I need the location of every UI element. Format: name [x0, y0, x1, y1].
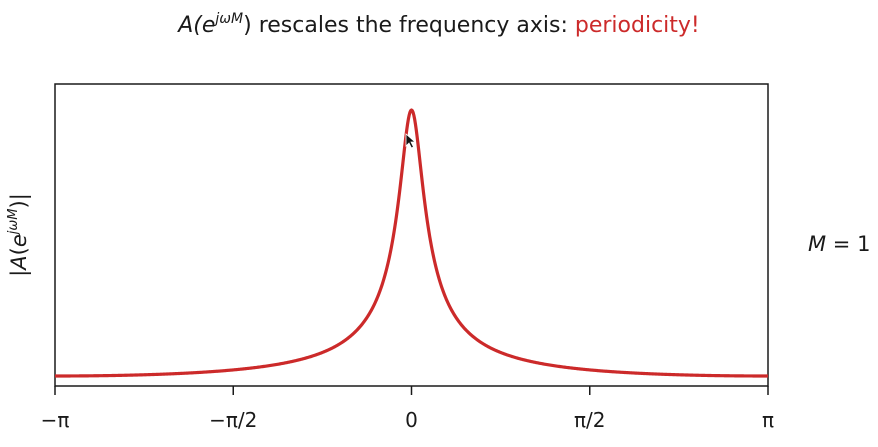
x-tick-label: −π/2 [209, 408, 257, 432]
plot-frame [54, 83, 769, 387]
x-tick-label: π [762, 408, 774, 432]
ylabel-base: A [7, 255, 31, 271]
m-equals: = [826, 232, 858, 256]
ylabel-exponent: jωM [6, 208, 21, 236]
x-axis-ticks: −π −π/2 0 π/2 π [41, 386, 774, 432]
slide-title: A(ejωM) rescales the frequency axis: per… [0, 4, 878, 41]
title-math-close: ) [243, 13, 252, 38]
y-axis-label: |A(ejωM)| [6, 193, 32, 277]
ylabel-close: )| [7, 193, 32, 208]
ylabel-open: | [7, 270, 32, 277]
title-highlight: periodicity! [574, 13, 700, 38]
x-tick-label: π/2 [574, 408, 606, 432]
x-tick-label: −π [41, 408, 70, 432]
title-math-base: A(e [178, 13, 216, 38]
title-math-exponent: jωM [215, 11, 244, 27]
m-value: 1 [857, 232, 871, 256]
m-parameter-label: M = 1 [808, 232, 870, 256]
ylabel-e: e [7, 234, 31, 247]
series-line [54, 108, 769, 378]
m-name: M [808, 232, 827, 256]
x-tick-label: 0 [405, 408, 418, 432]
ylabel-paren: ( [7, 247, 31, 255]
arrow-cursor-icon [405, 133, 417, 149]
title-text: rescales the frequency axis: [251, 13, 575, 38]
